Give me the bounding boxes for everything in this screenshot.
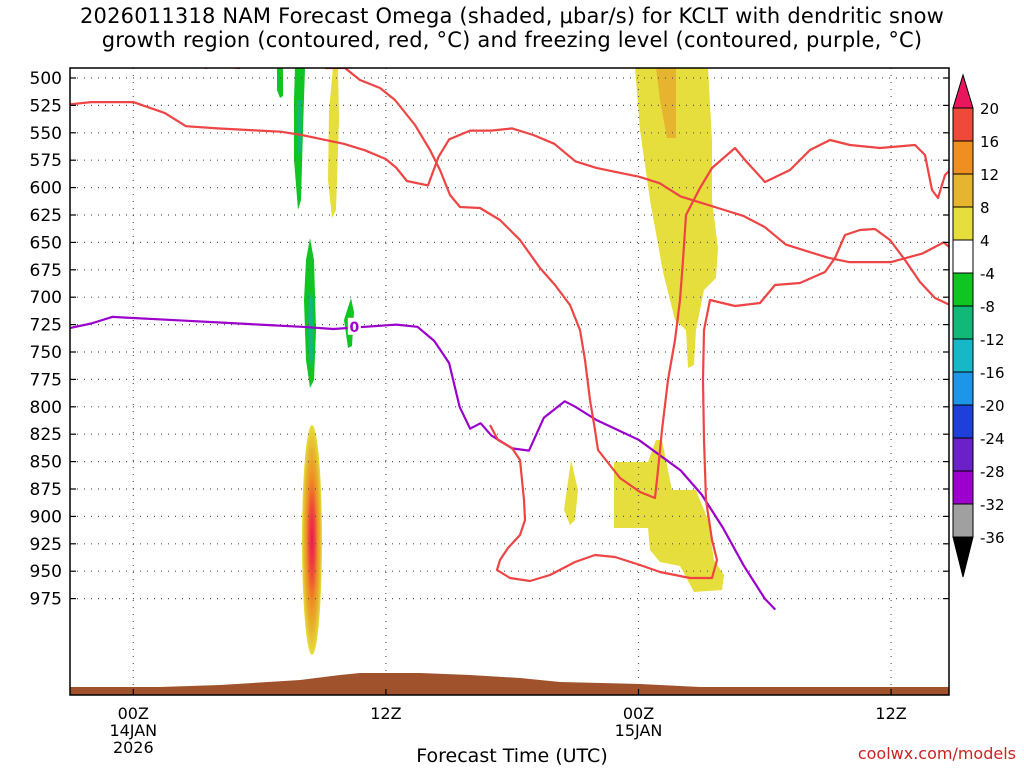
x-axis: 00Z14JAN202612Z00Z15JAN12Z00Z16JAN12Z00Z… — [109, 689, 907, 757]
y-tick-label: 650 — [30, 233, 62, 253]
dgz-contour-line — [489, 227, 949, 583]
colorbar-segment — [952, 305, 974, 340]
x-axis-label: Forecast Time (UTC) — [416, 745, 608, 767]
y-tick-label: 750 — [30, 343, 62, 363]
terrain-surface — [70, 673, 949, 695]
omega-upward-region — [564, 460, 578, 525]
colorbar-tick-label: -16 — [980, 364, 1005, 382]
colorbar-tick-label: -28 — [980, 463, 1005, 481]
y-tick-label: 600 — [30, 179, 62, 199]
plot-frame — [69, 67, 950, 696]
y-tick-label: 975 — [30, 590, 62, 610]
y-tick-label: 500 — [30, 69, 62, 89]
colorbar-tick-label: 8 — [980, 199, 990, 217]
y-tick-label: 900 — [30, 507, 62, 527]
colorbar-tick-label: -36 — [980, 529, 1005, 547]
x-tick-label: 12Z — [875, 704, 906, 723]
y-tick-label: 825 — [30, 425, 62, 445]
colorbar-segment — [952, 470, 974, 505]
y-tick-label: 950 — [30, 562, 62, 582]
omega-upward-core — [302, 425, 322, 655]
omega-upward-core — [656, 68, 676, 138]
y-tick-label: 550 — [30, 124, 62, 144]
colorbar-top-arrow — [952, 73, 974, 109]
dgz-contour-line — [70, 101, 949, 264]
colorbar-bottom-arrow — [952, 536, 974, 578]
colorbar-tick-label: 16 — [980, 133, 999, 151]
colorbar-segment — [952, 173, 974, 208]
colorbar-segment — [952, 338, 974, 373]
x-tick-label: 14JAN — [109, 721, 157, 740]
contour-lines: 0-12-12-12 — [70, 68, 949, 611]
colorbar-segment — [952, 206, 974, 241]
y-tick-label: 800 — [30, 398, 62, 418]
y-tick-label: 625 — [30, 206, 62, 226]
colorbar-tick-label: 12 — [980, 166, 999, 184]
y-tick-label: 575 — [30, 151, 62, 171]
dgz-contour-line — [205, 68, 949, 500]
chart-title: 2026011318 NAM Forecast Omega (shaded, μ… — [0, 4, 1024, 52]
colorbar-segment — [952, 371, 974, 406]
y-axis: 500 525 550 575 600 625 650 675 700 725 750 775 800 8… — [30, 69, 949, 610]
colorbar-segment — [952, 404, 974, 439]
colorbar-segment — [952, 437, 974, 472]
omega-downward-core — [297, 100, 302, 155]
contour-label-bg — [945, 340, 949, 358]
colorbar-segment — [952, 503, 974, 538]
colorbar-tick-label: -4 — [980, 265, 995, 283]
colorbar-tick-label: 20 — [980, 100, 999, 118]
colorbar-segment — [952, 239, 974, 274]
y-tick-label: 875 — [30, 480, 62, 500]
grid-lines — [70, 68, 949, 695]
omega-upward-region — [635, 68, 718, 368]
y-tick-label: 775 — [30, 370, 62, 390]
x-tick-label: 12Z — [370, 704, 401, 723]
omega-upward-region — [614, 440, 724, 592]
colorbar-segment — [952, 107, 974, 142]
contour-label-bg — [347, 317, 361, 335]
y-tick-label: 925 — [30, 535, 62, 555]
y-tick-label: 675 — [30, 261, 62, 281]
y-tick-label: 700 — [30, 288, 62, 308]
x-tick-label: 2026 — [113, 738, 154, 757]
x-tick-label: 00Z — [623, 704, 654, 723]
title-line-1: 2026011318 NAM Forecast Omega (shaded, μ… — [79, 4, 945, 28]
y-tick-label: 725 — [30, 316, 62, 336]
omega-shading — [277, 68, 724, 655]
y-tick-label: 525 — [30, 96, 62, 116]
title-line-2: growth region (contoured, red, °C) and f… — [101, 28, 923, 52]
colorbar-tick-label: -8 — [980, 298, 995, 316]
y-tick-label: 850 — [30, 453, 62, 473]
colorbar-tick-label: -12 — [980, 331, 1005, 349]
colorbar-tick-label: -20 — [980, 397, 1005, 415]
colorbar-tick-label: -24 — [980, 430, 1005, 448]
colorbar: 20 16 12 8 4 -4 -8 -12 -16 -20 -24 -28 -32 -36 — [952, 73, 1005, 578]
colorbar-segment — [952, 140, 974, 175]
credit-text: coolwx.com/models — [857, 744, 1016, 763]
colorbar-segment — [952, 272, 974, 307]
contour-label: 0 — [349, 320, 359, 336]
omega-downward-region — [277, 68, 283, 98]
x-tick-label: 15JAN — [615, 721, 663, 740]
colorbar-tick-label: -32 — [980, 496, 1005, 514]
x-tick-label: 00Z — [118, 704, 149, 723]
colorbar-tick-label: 4 — [980, 232, 990, 250]
